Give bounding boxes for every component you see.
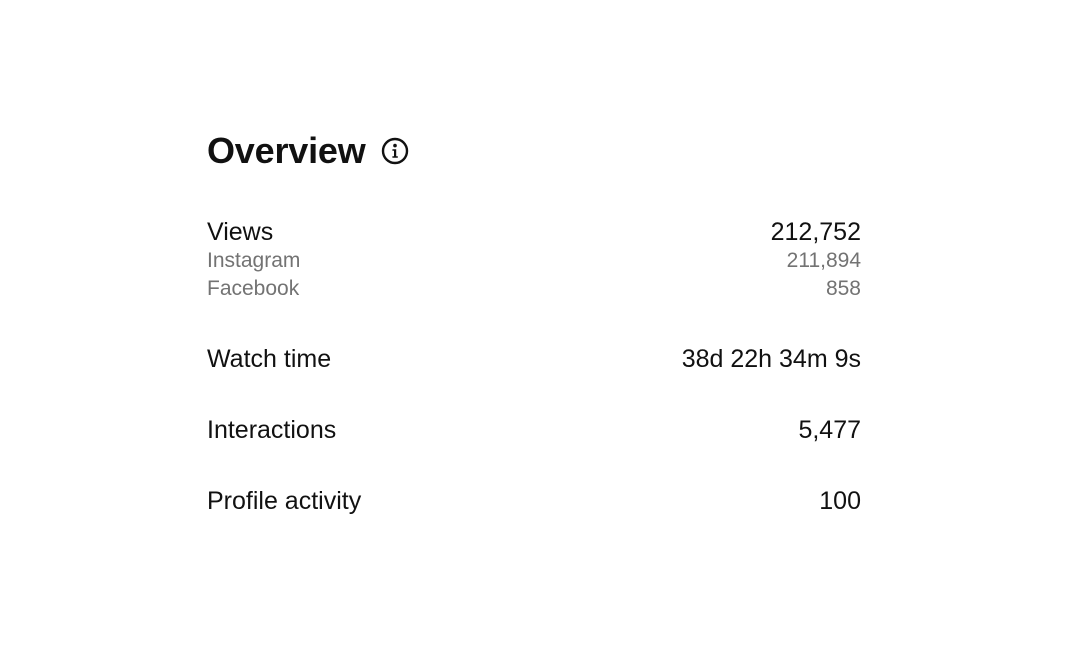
instagram-label: Instagram <box>207 249 301 272</box>
watch-time-value: 38d 22h 34m 9s <box>681 345 861 373</box>
views-facebook-row: Facebook 858 <box>207 275 861 303</box>
watch-time-label: Watch time <box>207 345 332 373</box>
facebook-label: Facebook <box>207 277 300 300</box>
views-instagram-row: Instagram 211,894 <box>207 247 861 275</box>
profile-activity-row: Profile activity 100 <box>207 486 861 516</box>
interactions-value: 5,477 <box>798 416 861 444</box>
overview-panel: Overview Views 212,752 Instagram 211,894… <box>207 128 861 515</box>
interactions-label: Interactions <box>207 416 337 444</box>
instagram-value: 211,894 <box>786 249 861 272</box>
views-row: Views 212,752 <box>207 217 861 247</box>
profile-activity-value: 100 <box>819 487 861 515</box>
overview-header: Overview <box>207 128 861 174</box>
views-metric: Views 212,752 Instagram 211,894 Facebook… <box>207 217 861 303</box>
views-value: 212,752 <box>770 218 861 246</box>
facebook-value: 858 <box>825 277 861 300</box>
profile-activity-label: Profile activity <box>207 487 362 515</box>
overview-title: Overview <box>207 130 366 171</box>
views-label: Views <box>207 218 274 246</box>
info-circle-icon[interactable] <box>381 137 409 165</box>
watch-time-row: Watch time 38d 22h 34m 9s <box>207 344 861 374</box>
interactions-row: Interactions 5,477 <box>207 415 861 445</box>
